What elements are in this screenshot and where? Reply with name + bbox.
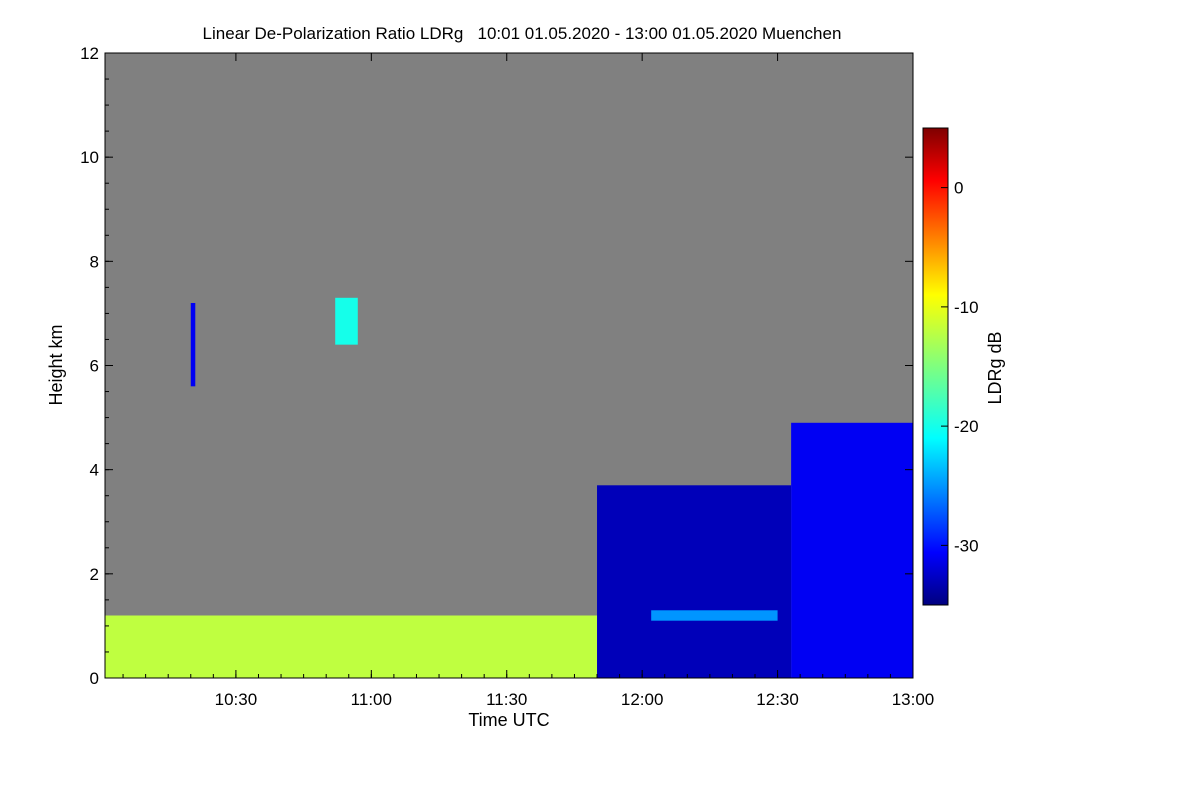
x-tick-label: 12:00	[621, 690, 664, 709]
y-tick-label: 2	[90, 565, 99, 584]
y-axis-label: Height km	[46, 324, 66, 405]
plot-area: 10:30 11:00 11:30 12:00 12:30 13:00 0 2 4 6 8 10 12	[80, 44, 934, 709]
colorbar-gradient	[922, 127, 949, 606]
y-axis-ticks: 0 2 4 6 8 10 12	[80, 44, 913, 688]
x-tick-label: 11:30	[486, 690, 527, 709]
y-tick-label: 6	[90, 357, 99, 376]
colorbar-tick-label: -30	[954, 536, 979, 555]
x-axis-ticks: 10:30 11:00 11:30 12:00 12:30 13:00	[122, 53, 935, 709]
heatmap-region	[190, 303, 196, 387]
colorbar: 0 -10 -20 -30 LDRg dB	[922, 127, 1005, 606]
x-axis-label: Time UTC	[468, 710, 549, 730]
colorbar-tick-label: 0	[954, 179, 963, 198]
heatmap-region	[335, 297, 358, 345]
chart-title: Linear De-Polarization Ratio LDRg 10:01 …	[203, 24, 842, 43]
x-tick-label: 12:30	[756, 690, 799, 709]
y-tick-label: 4	[90, 461, 99, 480]
y-tick-label: 10	[80, 148, 99, 167]
heatmap-features	[105, 297, 913, 678]
colorbar-tick-label: -10	[954, 298, 979, 317]
y-tick-label: 8	[90, 252, 99, 271]
colorbar-label: LDRg dB	[985, 331, 1005, 404]
x-tick-label: 13:00	[892, 690, 935, 709]
colorbar-ticks: 0 -10 -20 -30	[941, 179, 979, 555]
colorbar-tick-label: -20	[954, 417, 979, 436]
heatmap-region	[105, 615, 607, 678]
x-tick-label: 11:00	[351, 690, 392, 709]
heatmap-region	[791, 422, 913, 678]
heatmap-region	[597, 485, 792, 678]
heatmap-region	[651, 610, 778, 621]
x-tick-label: 10:30	[215, 690, 258, 709]
y-tick-label: 0	[90, 669, 99, 688]
y-tick-label: 12	[80, 44, 99, 63]
